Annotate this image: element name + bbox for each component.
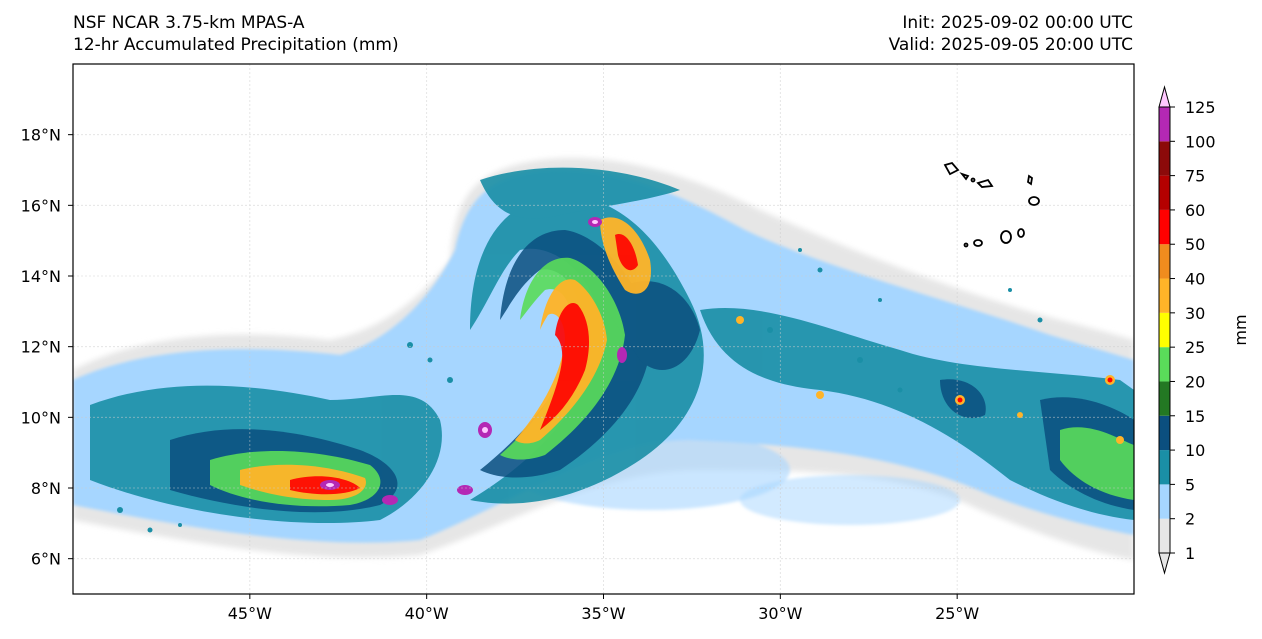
lon-tick-label: 30°W <box>758 604 802 623</box>
colorbar-bin <box>1159 141 1170 176</box>
colorbar-tick-label: 100 <box>1185 132 1216 151</box>
init-time: Init: 2025-09-02 00:00 UTC <box>902 13 1133 33</box>
colorbar-bin <box>1159 450 1170 485</box>
colorbar-tick-label: 5 <box>1185 475 1195 494</box>
colorbar-extend-min <box>1158 552 1171 575</box>
colorbar-tick-label: 50 <box>1185 235 1205 254</box>
lat-tick-label: 6°N <box>31 550 61 569</box>
lon-tick-label: 40°W <box>405 604 449 623</box>
lat-tick-label: 8°N <box>31 479 61 498</box>
lat-tick-label: 18°N <box>21 126 61 145</box>
colorbar-bin <box>1159 278 1170 313</box>
colorbar-bin <box>1159 244 1170 279</box>
colorbar-frame <box>1158 106 1171 554</box>
colorbar-bin <box>1159 518 1170 553</box>
lon-tick-label: 25°W <box>935 604 979 623</box>
colorbar-tick-label: 25 <box>1185 338 1205 357</box>
colorbar-tick-label: 30 <box>1185 304 1205 323</box>
valid-time: Valid: 2025-09-05 20:00 UTC <box>888 35 1133 55</box>
colorbar-tick-label: 75 <box>1185 167 1205 186</box>
colorbar-bin <box>1159 484 1170 519</box>
lat-tick-label: 16°N <box>21 196 61 215</box>
lon-tick-label: 45°W <box>228 604 272 623</box>
colorbar-tick-label: 20 <box>1185 372 1205 391</box>
colorbar-unit-label: mm <box>1231 314 1250 345</box>
colorbar-tick-label: 1 <box>1185 544 1195 563</box>
colorbar-tick-label: 2 <box>1185 510 1195 529</box>
lat-tick-label: 12°N <box>21 338 61 357</box>
cabo-verde-islands <box>943 161 1040 248</box>
lat-tick-label: 14°N <box>21 267 61 286</box>
colorbar-tick-label: 60 <box>1185 201 1205 220</box>
colorbar-tick-label: 15 <box>1185 407 1205 426</box>
colorbar-bin <box>1159 347 1170 382</box>
lon-tick-label: 35°W <box>581 604 625 623</box>
colorbar-bin <box>1159 209 1170 245</box>
colorbar-bin <box>1159 107 1170 142</box>
colorbar-bin <box>1159 175 1170 210</box>
colorbar-tick-label: 40 <box>1185 270 1205 289</box>
model-title: NSF NCAR 3.75-km MPAS-A <box>73 13 305 33</box>
colorbar-bin <box>1159 381 1170 416</box>
colorbar-bin <box>1159 415 1170 451</box>
colorbar-tick-label: 10 <box>1185 441 1205 460</box>
colorbar-extend-max <box>1158 85 1171 108</box>
lat-tick-label: 10°N <box>21 408 61 427</box>
colorbar-tick-label: 125 <box>1185 98 1216 117</box>
latitude-axis: 6°N 8°N 10°N 12°N 14°N 16°N 18°N <box>21 126 73 569</box>
field-title: 12-hr Accumulated Precipitation (mm) <box>73 35 399 55</box>
colorbar-bin <box>1159 312 1170 348</box>
longitude-axis: 45°W 40°W 35°W 30°W 25°W <box>228 594 979 623</box>
gridlines <box>73 64 1134 594</box>
